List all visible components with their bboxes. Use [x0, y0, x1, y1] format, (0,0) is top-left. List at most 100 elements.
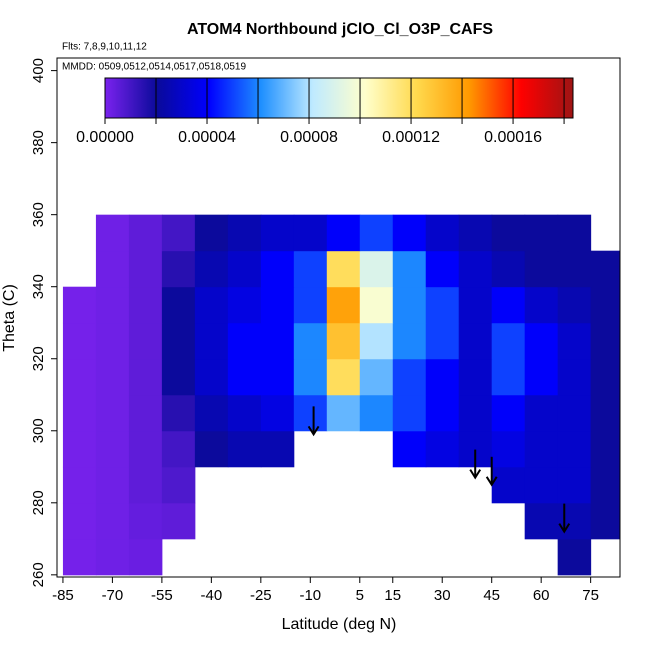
heat-cell [62, 502, 97, 540]
heat-cell [128, 322, 163, 360]
heat-cell [491, 286, 526, 324]
heat-cell [458, 358, 493, 396]
heat-cell [590, 430, 621, 468]
x-tick-label: 60 [533, 587, 550, 604]
annotation: MMDD: 0509,0512,0514,0517,0518,0519 [62, 62, 246, 73]
arrow-head [469, 469, 482, 480]
arrow [558, 503, 571, 534]
heat-cell [326, 214, 361, 252]
colorbar [104, 77, 574, 119]
heat-cell [557, 430, 592, 468]
x-tick-label: 30 [434, 587, 451, 604]
heat-cell [359, 358, 394, 396]
heat-cell [524, 322, 559, 360]
heat-cell [260, 358, 295, 396]
heat-cell [62, 466, 97, 504]
heat-cell [491, 214, 526, 252]
y-tick-label: 280 [30, 490, 47, 515]
heat-cell [293, 358, 328, 396]
heat-cell [425, 286, 460, 324]
heat-cell [62, 322, 97, 360]
heat-cell [161, 214, 196, 252]
heat-cell [161, 286, 196, 324]
x-tick-label: 15 [384, 587, 401, 604]
heat-cell [425, 250, 460, 288]
y-tick-label: 400 [30, 58, 47, 83]
heat-cell [590, 286, 621, 324]
heat-cell [524, 394, 559, 432]
heat-cell [392, 286, 427, 324]
x-tick-label: -55 [151, 587, 173, 604]
colorbar-tick-label: 0.00016 [484, 129, 542, 146]
heat-cell [194, 214, 229, 252]
arrow [485, 456, 498, 487]
heat-cell [425, 394, 460, 432]
heat-cell [425, 214, 460, 252]
heat-cell [590, 358, 621, 396]
heat-cell [359, 322, 394, 360]
heat-cell [491, 394, 526, 432]
heat-cell [590, 466, 621, 504]
arrow [469, 449, 482, 480]
heat-cell [260, 430, 295, 468]
colorbar-tick-label: 0.00000 [76, 129, 134, 146]
y-axis-label: Theta (C) [1, 284, 18, 352]
x-axis-label: Latitude (deg N) [282, 616, 397, 633]
heat-cell [425, 322, 460, 360]
heat-cell [161, 394, 196, 432]
y-tick-label: 360 [30, 202, 47, 227]
heat-cell [227, 214, 262, 252]
heat-cell [524, 250, 559, 288]
heat-cell [557, 394, 592, 432]
heat-cell [161, 250, 196, 288]
heat-cell [194, 430, 229, 468]
heat-cell [161, 358, 196, 396]
heat-cell [359, 214, 394, 252]
x-tick-label: 45 [483, 587, 500, 604]
heat-cell [557, 322, 592, 360]
heat-cell [128, 430, 163, 468]
heat-cell [557, 358, 592, 396]
y-tick-label: 300 [30, 418, 47, 443]
heat-cell [557, 538, 592, 576]
heat-cell [458, 250, 493, 288]
x-tick-label: -40 [201, 587, 223, 604]
heat-cell [62, 358, 97, 396]
y-tick-label: 340 [30, 274, 47, 299]
arrow-head [558, 523, 571, 534]
heat-cell [260, 250, 295, 288]
heat-cell [293, 394, 328, 432]
heat-cell [491, 322, 526, 360]
heat-cell [491, 250, 526, 288]
heat-cell [128, 538, 163, 576]
arrow-head [307, 425, 320, 437]
heat-cell [128, 502, 163, 540]
heat-cell [194, 394, 229, 432]
heat-cell [62, 430, 97, 468]
heat-cell [161, 502, 196, 540]
y-tick-label: 260 [30, 562, 47, 587]
heat-cell [95, 250, 130, 288]
heat-cell [590, 394, 621, 432]
heat-cell [260, 286, 295, 324]
heat-cell [425, 358, 460, 396]
heat-cell [524, 430, 559, 468]
heat-cell [326, 250, 361, 288]
heat-cell [392, 250, 427, 288]
heat-cell [491, 358, 526, 396]
heat-cell [95, 466, 130, 504]
heat-cell [590, 250, 621, 288]
heat-cell [293, 286, 328, 324]
heat-cell [260, 322, 295, 360]
heat-cell [194, 358, 229, 396]
heat-cell [557, 214, 592, 252]
heat-cell [260, 394, 295, 432]
heat-cell [458, 214, 493, 252]
heat-cell [293, 322, 328, 360]
heat-cell [557, 466, 592, 504]
colorbar-tick-label: 0.00012 [382, 129, 440, 146]
heat-cell [161, 322, 196, 360]
heat-cell [95, 430, 130, 468]
heat-cell [557, 250, 592, 288]
